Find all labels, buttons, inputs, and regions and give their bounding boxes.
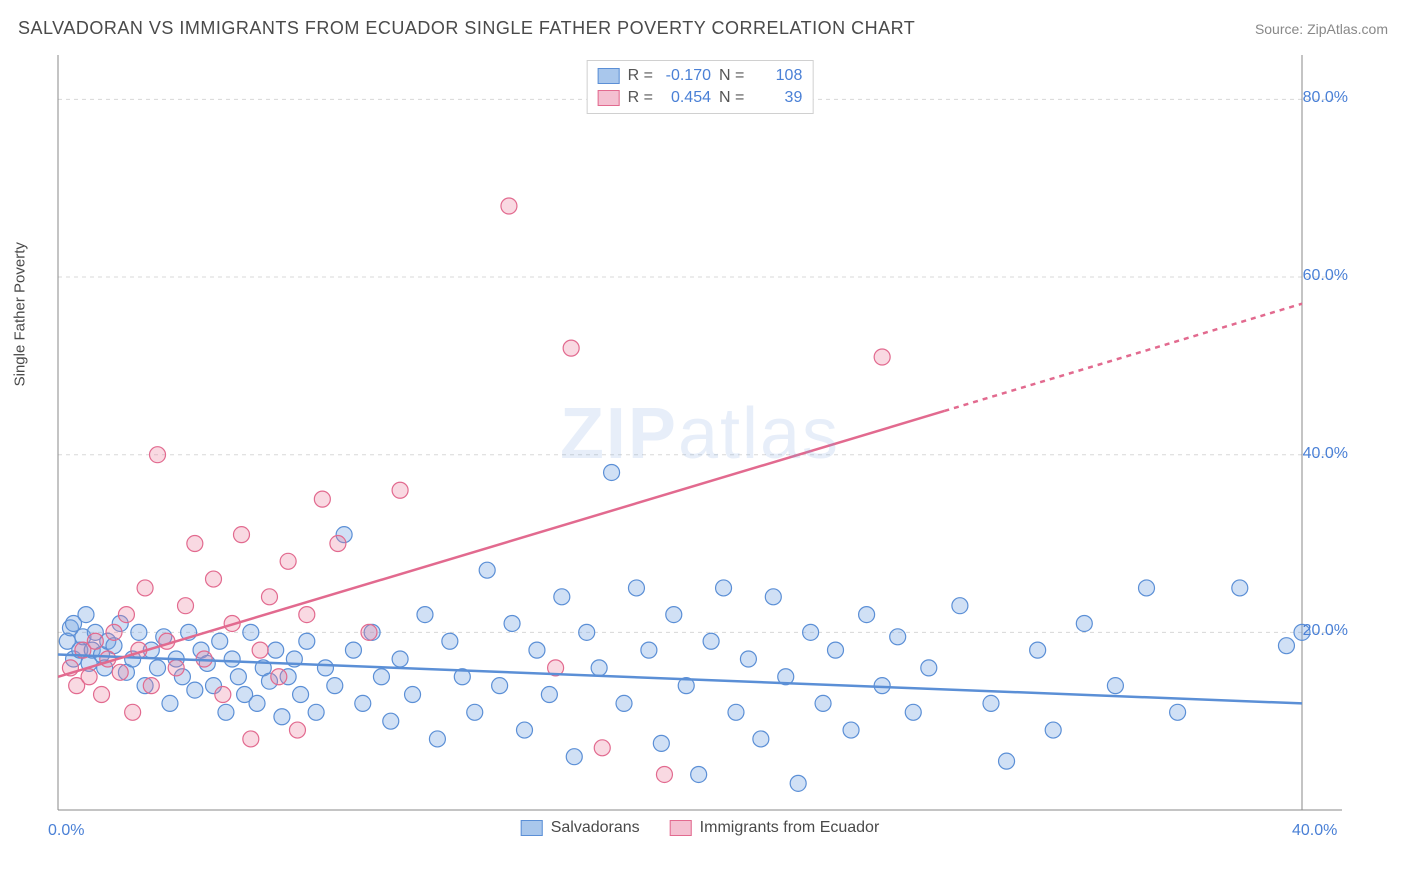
- chart-title: SALVADORAN VS IMMIGRANTS FROM ECUADOR SI…: [18, 18, 915, 39]
- legend-row-1: R = 0.454 N = 39: [598, 87, 803, 109]
- r-label: R =: [628, 89, 653, 107]
- series-name-0: Salvadorans: [551, 819, 640, 837]
- y-tick: 60.0%: [1303, 267, 1348, 285]
- r-value-0: -0.170: [661, 67, 711, 85]
- y-tick: 80.0%: [1303, 89, 1348, 107]
- swatch-series-0: [521, 820, 543, 836]
- y-tick: 40.0%: [1303, 445, 1348, 463]
- series-legend: Salvadorans Immigrants from Ecuador: [521, 819, 880, 837]
- n-label: N =: [719, 89, 744, 107]
- x-tick: 0.0%: [48, 822, 84, 840]
- scatter-plot: [50, 55, 1350, 845]
- legend-item-1: Immigrants from Ecuador: [670, 819, 880, 837]
- source-label: Source: ZipAtlas.com: [1255, 21, 1388, 37]
- chart-container: Single Father Poverty ZIPatlas R = -0.17…: [50, 55, 1350, 845]
- series-name-1: Immigrants from Ecuador: [700, 819, 880, 837]
- x-tick: 40.0%: [1292, 822, 1337, 840]
- r-value-1: 0.454: [661, 89, 711, 107]
- swatch-series-0: [598, 68, 620, 84]
- swatch-series-1: [670, 820, 692, 836]
- r-label: R =: [628, 67, 653, 85]
- correlation-legend: R = -0.170 N = 108 R = 0.454 N = 39: [587, 60, 814, 114]
- legend-item-0: Salvadorans: [521, 819, 640, 837]
- y-axis-label: Single Father Poverty: [12, 242, 29, 386]
- swatch-series-1: [598, 90, 620, 106]
- n-value-1: 39: [752, 89, 802, 107]
- n-value-0: 108: [752, 67, 802, 85]
- y-tick: 20.0%: [1303, 622, 1348, 640]
- legend-row-0: R = -0.170 N = 108: [598, 65, 803, 87]
- n-label: N =: [719, 67, 744, 85]
